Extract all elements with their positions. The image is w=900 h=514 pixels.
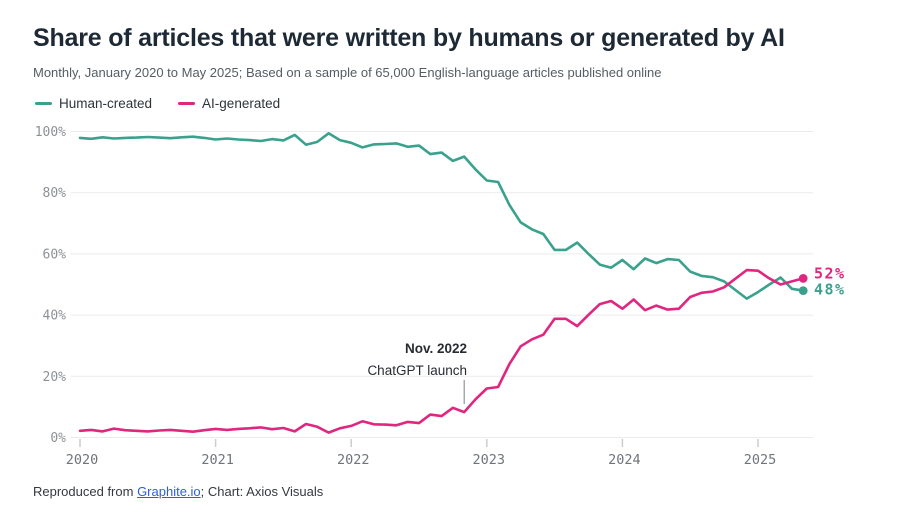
x-axis-tick-label: 2022 bbox=[337, 452, 370, 468]
y-axis-tick-label: 60% bbox=[43, 247, 67, 262]
legend-item-ai-generated: AI-generated bbox=[178, 96, 280, 111]
chart-subtitle: Monthly, January 2020 to May 2025; Based… bbox=[33, 65, 662, 80]
x-axis-tick-label: 2024 bbox=[608, 452, 641, 468]
chart-legend: Human-created AI-generated bbox=[35, 96, 280, 111]
source-credit-prefix: Reproduced from bbox=[33, 484, 138, 499]
y-axis-tick-label: 40% bbox=[43, 309, 67, 324]
series-line-human bbox=[78, 132, 805, 300]
legend-label-human-created: Human-created bbox=[59, 96, 153, 111]
x-axis-tick-label: 2025 bbox=[744, 452, 777, 468]
annotation-subtitle: ChatGPT launch bbox=[367, 362, 467, 378]
source-credit: Reproduced from Graphite.io; Chart: Axio… bbox=[33, 484, 323, 499]
series-end-dot-human bbox=[798, 286, 808, 295]
chart-title: Share of articles that were written by h… bbox=[33, 24, 785, 52]
series-line-ai bbox=[78, 268, 805, 434]
source-credit-suffix: ; Chart: Axios Visuals bbox=[200, 484, 324, 499]
legend-item-human-created: Human-created bbox=[35, 96, 152, 111]
y-axis-tick-label: 100% bbox=[35, 125, 66, 140]
series-end-label-human: 48% bbox=[814, 281, 846, 299]
series-end-label-ai: 52% bbox=[814, 264, 846, 282]
y-axis-tick-label: 20% bbox=[43, 370, 67, 385]
x-axis-tick-label: 2021 bbox=[201, 452, 234, 468]
legend-label-ai-generated: AI-generated bbox=[202, 96, 281, 111]
legend-swatch-human-icon bbox=[35, 101, 52, 106]
graphite-link[interactable]: Graphite.io bbox=[137, 484, 201, 499]
legend-swatch-ai-icon bbox=[178, 101, 196, 106]
annotation-title: Nov. 2022 bbox=[404, 341, 467, 356]
annotation-chatgpt-launch: Nov. 2022 ChatGPT launch bbox=[367, 338, 467, 381]
x-axis-tick-label: 2023 bbox=[473, 452, 506, 468]
y-axis-tick-label: 0% bbox=[50, 431, 66, 446]
x-axis-tick-label: 2020 bbox=[66, 452, 99, 468]
y-axis-tick-label: 80% bbox=[43, 186, 67, 201]
series-end-dot-ai bbox=[798, 274, 808, 283]
